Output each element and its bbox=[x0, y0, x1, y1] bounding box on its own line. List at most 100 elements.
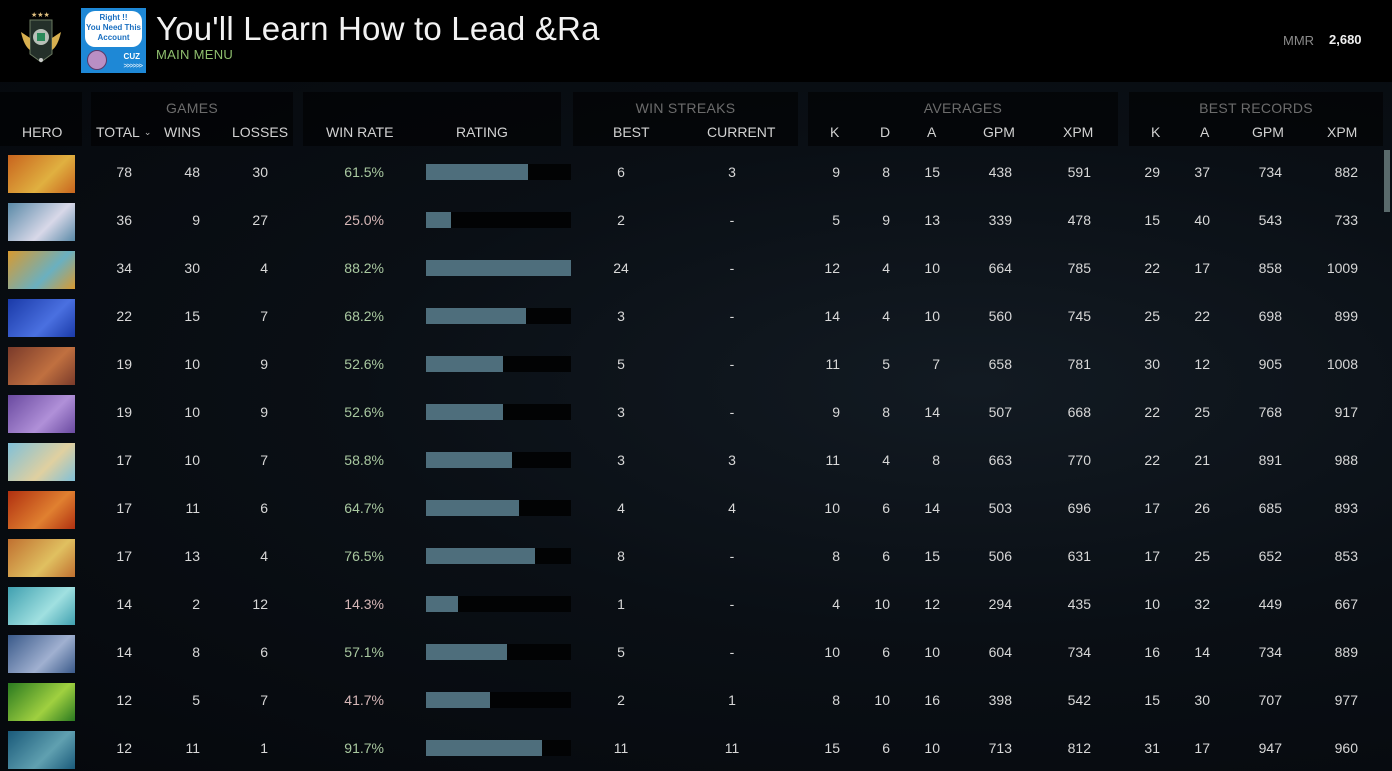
avg-xpm-cell: 591 bbox=[1067, 164, 1091, 180]
avg-xpm-cell: 812 bbox=[1067, 740, 1091, 756]
avg-gpm-cell: 503 bbox=[988, 500, 1012, 516]
avg-gpm-cell: 507 bbox=[988, 404, 1012, 420]
col-streak-best[interactable]: BEST bbox=[613, 124, 650, 140]
streak-best-cell: 2 bbox=[617, 212, 625, 228]
hero-portrait[interactable] bbox=[8, 203, 75, 241]
chevron-down-icon: ⌄ bbox=[143, 127, 152, 137]
col-avg-xpm[interactable]: XPM bbox=[1063, 124, 1094, 140]
table-row[interactable]: 17 11 6 4 4 10 6 14 503 696 17 26 685 893 64.7% bbox=[0, 484, 1392, 532]
losses-cell: 12 bbox=[252, 596, 268, 612]
total-games-cell: 78 bbox=[116, 164, 132, 180]
table-row[interactable]: 19 10 9 3 - 9 8 14 507 668 22 25 768 917 52.6% bbox=[0, 388, 1392, 436]
best-kills-cell: 17 bbox=[1144, 500, 1160, 516]
avg-kills-cell: 8 bbox=[832, 548, 840, 564]
table-row[interactable]: 17 13 4 8 - 8 6 15 506 631 17 25 652 853 76.5% bbox=[0, 532, 1392, 580]
hero-portrait[interactable] bbox=[8, 587, 75, 625]
rank-emblem-icon: ★★★ bbox=[21, 11, 61, 63]
best-kills-cell: 16 bbox=[1144, 644, 1160, 660]
best-gpm-cell: 685 bbox=[1258, 500, 1282, 516]
profile-avatar[interactable]: Right !! You Need This Account CUZ >>>>>… bbox=[81, 8, 146, 73]
best-xpm-cell: 853 bbox=[1334, 548, 1358, 564]
losses-cell: 4 bbox=[260, 260, 268, 276]
wins-cell: 10 bbox=[184, 356, 200, 372]
best-gpm-cell: 734 bbox=[1258, 164, 1282, 180]
col-best-gpm[interactable]: GPM bbox=[1252, 124, 1284, 140]
avg-deaths-cell: 6 bbox=[882, 500, 890, 516]
col-avg-gpm[interactable]: GPM bbox=[983, 124, 1015, 140]
col-win-rate[interactable]: WIN RATE bbox=[326, 124, 394, 140]
mmr-value: 2,680 bbox=[1329, 32, 1362, 47]
main-menu-link[interactable]: MAIN MENU bbox=[156, 47, 234, 62]
table-row[interactable]: 36 9 27 2 - 5 9 13 339 478 15 40 543 733 25.0% bbox=[0, 196, 1392, 244]
avg-gpm-cell: 398 bbox=[988, 692, 1012, 708]
col-avg-d[interactable]: D bbox=[880, 124, 891, 140]
avg-kills-cell: 14 bbox=[824, 308, 840, 324]
hero-portrait[interactable] bbox=[8, 347, 75, 385]
hero-portrait[interactable] bbox=[8, 443, 75, 481]
best-assists-cell: 17 bbox=[1194, 260, 1210, 276]
table-row[interactable]: 78 48 30 6 3 9 8 15 438 591 29 37 734 882 61.5% bbox=[0, 148, 1392, 196]
hero-portrait[interactable] bbox=[8, 395, 75, 433]
hero-portrait[interactable] bbox=[8, 635, 75, 673]
table-row[interactable]: 12 5 7 2 1 8 10 16 398 542 15 30 707 977 41.7% bbox=[0, 676, 1392, 724]
col-best-xpm[interactable]: XPM bbox=[1327, 124, 1358, 140]
table-row[interactable]: 12 11 1 11 11 15 6 10 713 812 31 17 947 960 91.7% bbox=[0, 724, 1392, 771]
group-best-records: BEST RECORDS bbox=[1199, 100, 1313, 116]
avg-assists-cell: 8 bbox=[932, 452, 940, 468]
avg-xpm-cell: 478 bbox=[1067, 212, 1091, 228]
col-total[interactable]: TOTAL ⌄ bbox=[96, 124, 151, 140]
hero-portrait[interactable] bbox=[8, 491, 75, 529]
avg-xpm-cell: 785 bbox=[1067, 260, 1091, 276]
best-assists-cell: 12 bbox=[1194, 356, 1210, 372]
win-rate-cell: 58.8% bbox=[344, 452, 384, 468]
hero-portrait[interactable] bbox=[8, 299, 75, 337]
table-row[interactable]: 14 8 6 5 - 10 6 10 604 734 16 14 734 889 57.1% bbox=[0, 628, 1392, 676]
best-assists-cell: 14 bbox=[1194, 644, 1210, 660]
group-games: GAMES bbox=[165, 100, 219, 116]
win-rate-cell: 25.0% bbox=[344, 212, 384, 228]
avg-deaths-cell: 4 bbox=[882, 452, 890, 468]
col-best-k[interactable]: K bbox=[1151, 124, 1161, 140]
avg-kills-cell: 4 bbox=[832, 596, 840, 612]
avg-kills-cell: 8 bbox=[832, 692, 840, 708]
wins-cell: 15 bbox=[184, 308, 200, 324]
hero-portrait[interactable] bbox=[8, 155, 75, 193]
win-rate-cell: 88.2% bbox=[344, 260, 384, 276]
col-avg-k[interactable]: K bbox=[830, 124, 840, 140]
hero-portrait[interactable] bbox=[8, 731, 75, 769]
rating-bar-fill bbox=[426, 692, 490, 708]
best-gpm-cell: 891 bbox=[1258, 452, 1282, 468]
avg-deaths-cell: 6 bbox=[882, 548, 890, 564]
avg-gpm-cell: 664 bbox=[988, 260, 1012, 276]
col-avg-a[interactable]: A bbox=[927, 124, 937, 140]
col-streak-current[interactable]: CURRENT bbox=[707, 124, 776, 140]
streak-best-cell: 3 bbox=[617, 452, 625, 468]
avg-kills-cell: 10 bbox=[824, 500, 840, 516]
col-rating[interactable]: RATING bbox=[456, 124, 508, 140]
avg-xpm-cell: 435 bbox=[1067, 596, 1091, 612]
best-gpm-cell: 652 bbox=[1258, 548, 1282, 564]
col-losses[interactable]: LOSSES bbox=[232, 124, 289, 140]
losses-cell: 7 bbox=[260, 692, 268, 708]
table-row[interactable]: 19 10 9 5 - 11 5 7 658 781 30 12 905 1008 52.6% bbox=[0, 340, 1392, 388]
table-row[interactable]: 14 2 12 1 - 4 10 12 294 435 10 32 449 667 14.3% bbox=[0, 580, 1392, 628]
win-rate-cell: 14.3% bbox=[344, 596, 384, 612]
col-wins[interactable]: WINS bbox=[164, 124, 201, 140]
vertical-scrollbar[interactable] bbox=[1384, 150, 1390, 212]
table-row[interactable]: 17 10 7 3 3 11 4 8 663 770 22 21 891 988 58.8% bbox=[0, 436, 1392, 484]
rating-bar bbox=[426, 164, 571, 180]
col-best-a[interactable]: A bbox=[1200, 124, 1210, 140]
best-kills-cell: 22 bbox=[1144, 404, 1160, 420]
avg-deaths-cell: 4 bbox=[882, 260, 890, 276]
hero-portrait[interactable] bbox=[8, 683, 75, 721]
win-rate-cell: 41.7% bbox=[344, 692, 384, 708]
hero-portrait[interactable] bbox=[8, 251, 75, 289]
table-row[interactable]: 22 15 7 3 - 14 4 10 560 745 25 22 698 899 68.2% bbox=[0, 292, 1392, 340]
best-gpm-cell: 905 bbox=[1258, 356, 1282, 372]
hero-portrait[interactable] bbox=[8, 539, 75, 577]
total-games-cell: 17 bbox=[116, 500, 132, 516]
table-row[interactable]: 34 30 4 24 - 12 4 10 664 785 22 17 858 1009 88.2% bbox=[0, 244, 1392, 292]
rating-bar bbox=[426, 356, 571, 372]
best-xpm-cell: 1009 bbox=[1326, 260, 1358, 276]
col-hero[interactable]: HERO bbox=[22, 124, 63, 140]
